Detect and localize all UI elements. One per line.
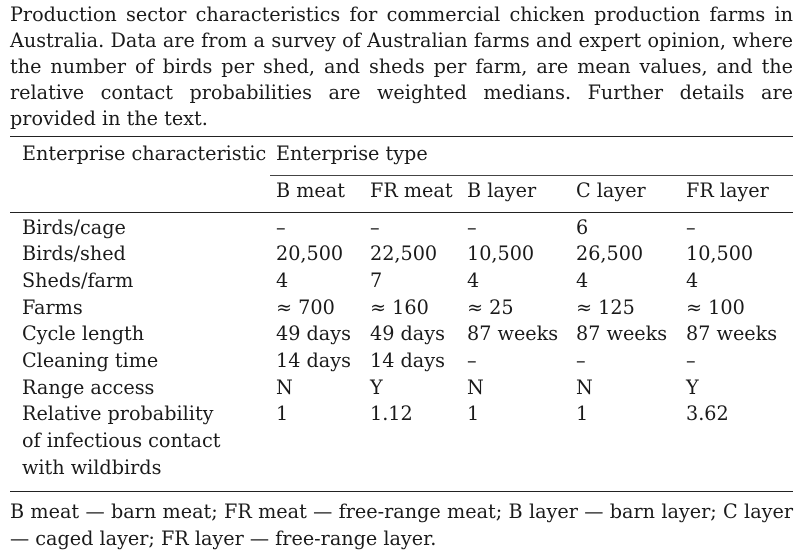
table-footnote: B meat — barn meat; FR meat — free-range… [10, 500, 793, 550]
table-cell: 7 [370, 269, 383, 292]
table-cell: 14 days [370, 349, 445, 372]
column-header-fr-layer: FR layer [686, 179, 769, 202]
row-label-cycle-length: Cycle length [22, 322, 145, 345]
table-cell: 3.62 [686, 402, 729, 425]
table-cell: 14 days [276, 349, 351, 372]
row-label-relative-probability-line-1: Relative probability [22, 402, 214, 425]
header-characteristic: Enterprise characteristic [22, 142, 267, 165]
table-cell: Y [686, 376, 699, 399]
table-cell: ≈ 100 [686, 296, 745, 319]
table-cell: 26,500 [576, 242, 644, 265]
table-cell: 4 [576, 269, 589, 292]
table-caption: Production sector characteristics for co… [10, 3, 793, 130]
table-cell: 49 days [276, 322, 351, 345]
table-cell: 49 days [370, 322, 445, 345]
table-cell: – [576, 349, 586, 372]
table-cell: 22,500 [370, 242, 438, 265]
table-cell: – [276, 216, 286, 239]
table-cell: ≈ 160 [370, 296, 429, 319]
table-cell: 1 [467, 402, 480, 425]
column-header-b-layer: B layer [467, 179, 537, 202]
table-cell: ≈ 25 [467, 296, 514, 319]
row-label-relative-probability-line-2: of infectious contact [22, 429, 221, 452]
header-enterprise-type: Enterprise type [276, 142, 428, 165]
header-bottom-rule [10, 212, 793, 213]
table-cell: 10,500 [686, 242, 754, 265]
table-cell: 1 [276, 402, 289, 425]
table-cell: 6 [576, 216, 589, 239]
table-cell: 87 weeks [576, 322, 668, 345]
column-header-c-layer: C layer [576, 179, 646, 202]
table-cell: ≈ 125 [576, 296, 635, 319]
table-cell: – [370, 216, 380, 239]
table-cell: N [467, 376, 484, 399]
table-cell: N [576, 376, 593, 399]
table-cell: N [276, 376, 293, 399]
column-header-fr-meat: FR meat [370, 179, 453, 202]
row-label-range-access: Range access [22, 376, 155, 399]
table-cell: – [467, 216, 477, 239]
row-label-birds-cage: Birds/cage [22, 216, 126, 239]
table-cell: 87 weeks [686, 322, 778, 345]
table-cell: 87 weeks [467, 322, 559, 345]
table-top-rule [10, 136, 793, 137]
header-span-rule [270, 175, 793, 176]
table-cell: ≈ 700 [276, 296, 335, 319]
table-cell: 20,500 [276, 242, 344, 265]
table-cell: 10,500 [467, 242, 535, 265]
table-bottom-rule [10, 491, 793, 492]
table-cell: – [686, 216, 696, 239]
table-cell: – [686, 349, 696, 372]
table-cell: 4 [467, 269, 480, 292]
table-cell: Y [370, 376, 383, 399]
row-label-cleaning-time: Cleaning time [22, 349, 159, 372]
row-label-relative-probability-line-3: with wildbirds [22, 456, 162, 479]
table-cell: 1.12 [370, 402, 413, 425]
table-cell: 4 [276, 269, 289, 292]
row-label-sheds-farm: Sheds/farm [22, 269, 134, 292]
row-label-birds-shed: Birds/shed [22, 242, 126, 265]
table-cell: 1 [576, 402, 589, 425]
table-cell: – [467, 349, 477, 372]
column-header-b-meat: B meat [276, 179, 345, 202]
table-cell: 4 [686, 269, 699, 292]
row-label-farms: Farms [22, 296, 83, 319]
